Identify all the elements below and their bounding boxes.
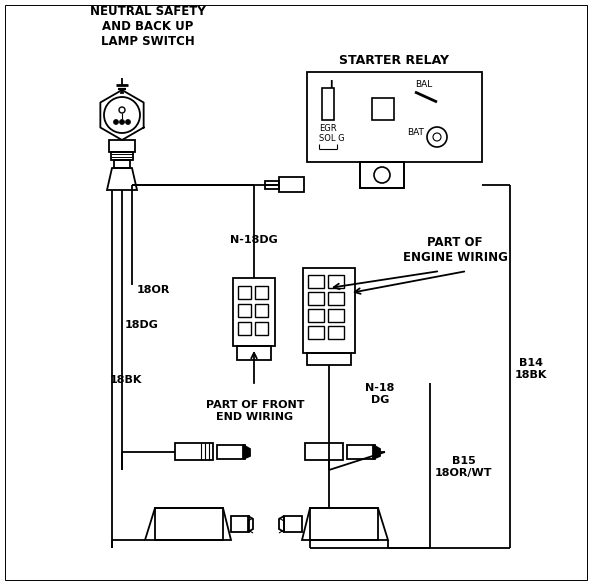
Text: PART OF FRONT
END WIRING: PART OF FRONT END WIRING [206, 400, 304, 422]
Bar [255, 322, 268, 335]
Text: PART OF
ENGINE WIRING: PART OF ENGINE WIRING [403, 236, 507, 264]
Bar [328, 309, 344, 322]
Text: N-18DG: N-18DG [230, 235, 278, 245]
Bar [279, 177, 304, 192]
Bar [307, 72, 482, 162]
Text: I: I [329, 80, 333, 90]
Text: EGR: EGR [319, 124, 337, 133]
Bar [372, 98, 394, 120]
Bar [308, 275, 324, 288]
Text: B15
18OR/WT: B15 18OR/WT [435, 456, 493, 477]
Bar [284, 516, 302, 532]
Bar [308, 292, 324, 305]
Polygon shape [373, 445, 380, 459]
Text: N-18
DG: N-18 DG [365, 383, 394, 405]
Bar [303, 268, 355, 353]
Bar [360, 162, 404, 188]
Bar [310, 508, 378, 540]
Text: NEUTRAL SAFETY
AND BACK UP
LAMP SWITCH: NEUTRAL SAFETY AND BACK UP LAMP SWITCH [90, 5, 206, 48]
Text: STARTER RELAY: STARTER RELAY [339, 54, 449, 67]
Bar [155, 508, 223, 540]
Bar [328, 326, 344, 339]
Bar [308, 309, 324, 322]
Circle shape [114, 119, 118, 125]
Bar [347, 445, 375, 459]
Text: 18BK: 18BK [110, 375, 142, 385]
Bar [255, 304, 268, 317]
Bar [217, 445, 245, 459]
Text: SOL G: SOL G [319, 134, 345, 143]
Bar [255, 286, 268, 299]
Bar [114, 160, 130, 168]
Bar [109, 140, 135, 152]
Bar [238, 322, 251, 335]
Bar [322, 88, 334, 120]
Bar [308, 326, 324, 339]
Bar [307, 353, 351, 365]
Text: B14
18BK: B14 18BK [515, 358, 548, 380]
Bar [237, 346, 271, 360]
Bar [328, 292, 344, 305]
Bar [238, 286, 251, 299]
Text: BAT: BAT [407, 128, 424, 137]
Bar [233, 278, 275, 346]
Text: BAL: BAL [415, 80, 432, 89]
Bar [328, 275, 344, 288]
Circle shape [126, 119, 130, 125]
Bar [175, 443, 213, 460]
Text: 18OR: 18OR [137, 285, 170, 295]
Bar [238, 304, 251, 317]
Circle shape [120, 119, 124, 125]
Bar [305, 443, 343, 460]
Polygon shape [243, 445, 250, 459]
Text: 18DG: 18DG [125, 320, 159, 330]
Bar [111, 152, 133, 160]
Bar [231, 516, 249, 532]
Bar [265, 181, 279, 189]
